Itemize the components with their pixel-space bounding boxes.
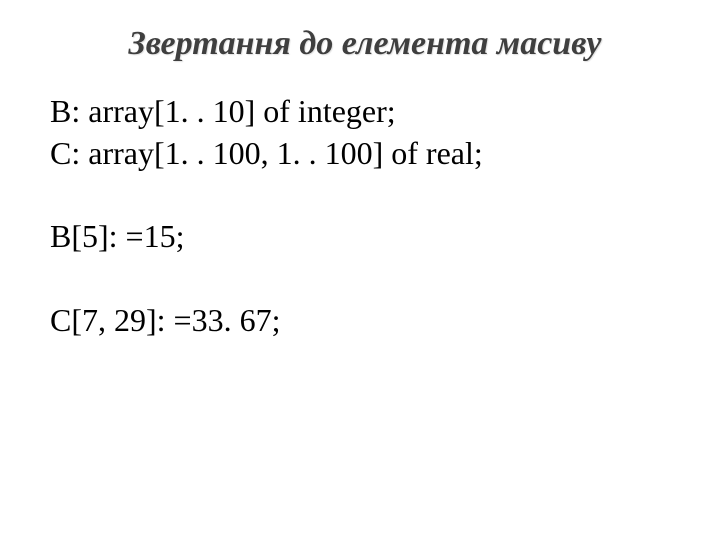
code-line-assign-b: B[5]: =15;: [50, 216, 680, 258]
slide-container: Звертання до елемента масиву B: array[1.…: [0, 0, 720, 540]
spacer: [50, 174, 680, 216]
code-line-declare-b: B: array[1. . 10] of integer;: [50, 91, 680, 133]
code-line-assign-c: C[7, 29]: =33. 67;: [50, 300, 680, 342]
slide-title: Звертання до елемента масиву: [50, 25, 680, 63]
spacer: [50, 258, 680, 300]
code-line-declare-c: C: array[1. . 100, 1. . 100] of real;: [50, 133, 680, 175]
